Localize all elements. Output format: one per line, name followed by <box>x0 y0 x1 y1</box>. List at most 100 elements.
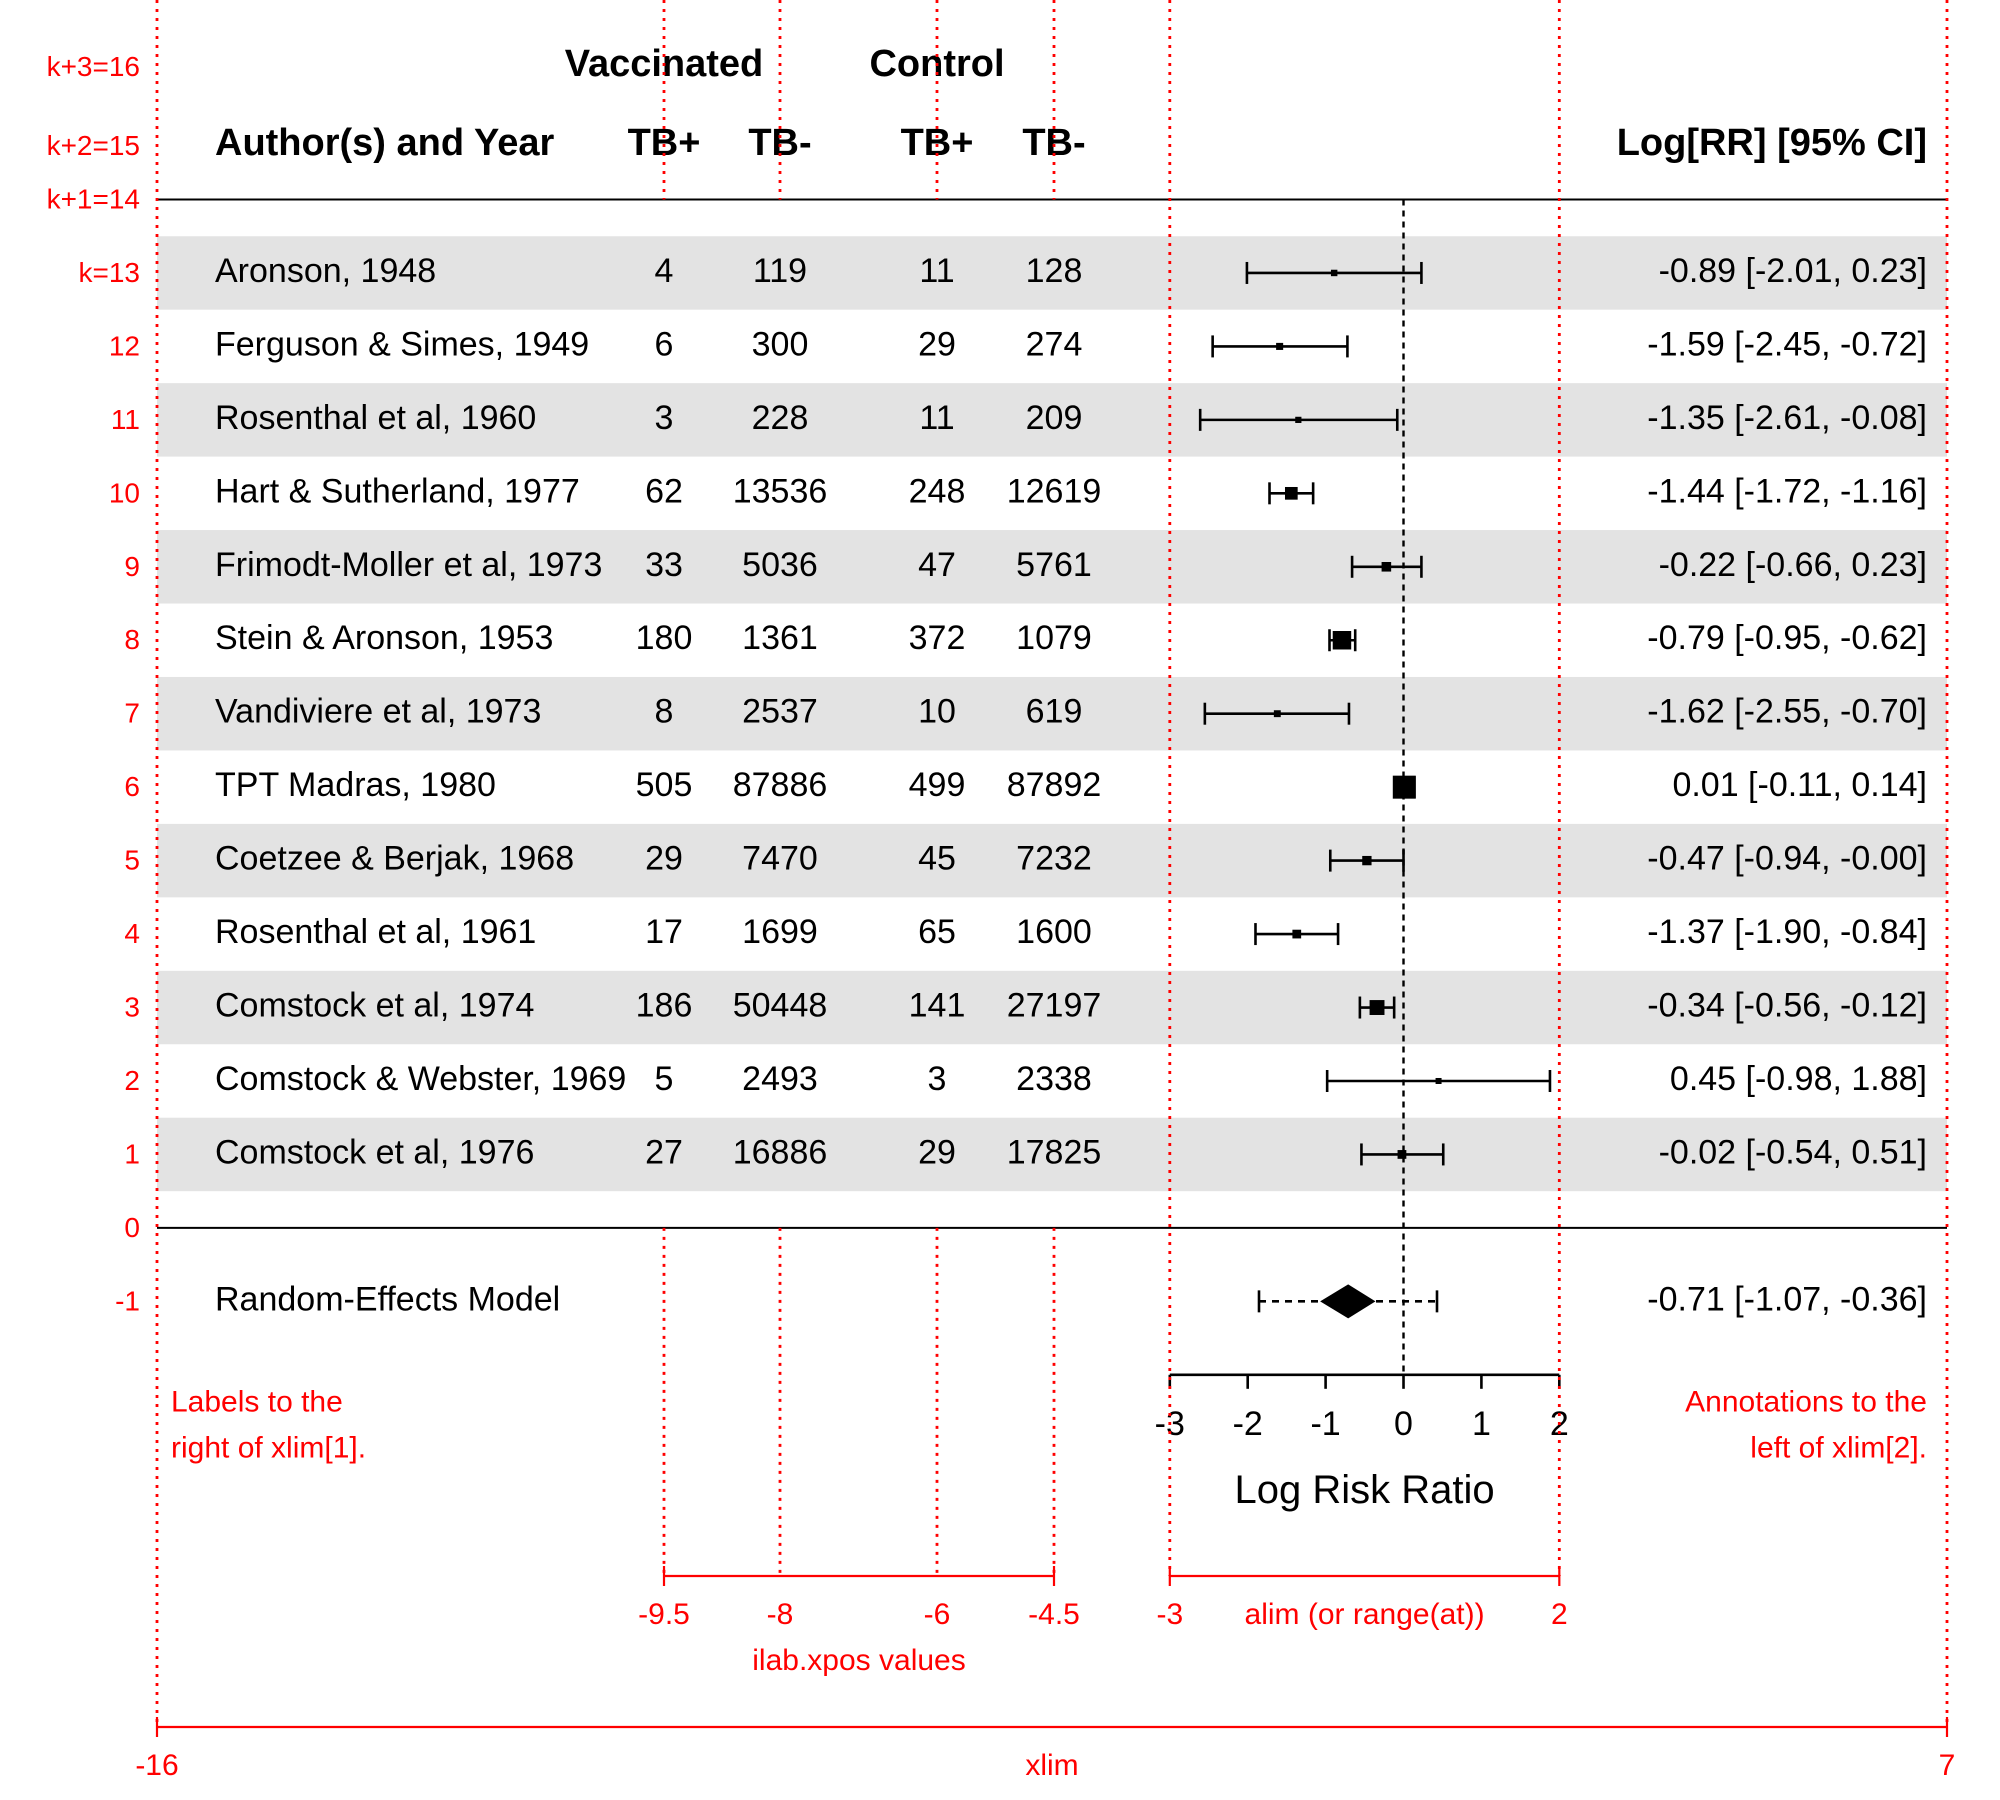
svg-text:Labels to the: Labels to the <box>171 1385 343 1418</box>
svg-text:-16: -16 <box>135 1749 178 1782</box>
svg-text:Log[RR] [95% CI]: Log[RR] [95% CI] <box>1617 122 1927 164</box>
svg-text:10: 10 <box>918 693 956 731</box>
svg-text:47: 47 <box>918 546 956 584</box>
svg-text:Hart & Sutherland, 1977: Hart & Sutherland, 1977 <box>215 472 580 510</box>
svg-text:xlim: xlim <box>1025 1749 1078 1782</box>
svg-text:-1.44 [-1.72, -1.16]: -1.44 [-1.72, -1.16] <box>1647 472 1927 510</box>
svg-text:499: 499 <box>909 766 966 804</box>
svg-text:619: 619 <box>1026 693 1083 731</box>
svg-text:274: 274 <box>1026 325 1083 363</box>
svg-text:k+1=14: k+1=14 <box>47 184 140 215</box>
svg-text:1699: 1699 <box>742 913 818 951</box>
svg-text:Log Risk Ratio: Log Risk Ratio <box>1234 1468 1494 1512</box>
svg-text:1600: 1600 <box>1016 913 1092 951</box>
svg-text:12: 12 <box>109 330 140 361</box>
svg-text:Ferguson & Simes, 1949: Ferguson & Simes, 1949 <box>215 325 589 363</box>
svg-text:8: 8 <box>655 693 674 731</box>
svg-text:-0.71 [-1.07, -0.36]: -0.71 [-1.07, -0.36] <box>1647 1280 1927 1318</box>
svg-text:0.01 [-0.11, 0.14]: 0.01 [-0.11, 0.14] <box>1672 766 1927 804</box>
svg-text:Rosenthal et al, 1961: Rosenthal et al, 1961 <box>215 913 536 951</box>
svg-text:-0.34 [-0.56, -0.12]: -0.34 [-0.56, -0.12] <box>1647 987 1927 1025</box>
svg-text:45: 45 <box>918 840 956 878</box>
svg-text:7470: 7470 <box>742 840 818 878</box>
svg-text:141: 141 <box>909 987 966 1025</box>
svg-text:6: 6 <box>124 771 140 802</box>
svg-text:Author(s) and Year: Author(s) and Year <box>215 122 554 164</box>
svg-text:8: 8 <box>124 624 140 655</box>
svg-text:12619: 12619 <box>1007 472 1102 510</box>
svg-text:left of xlim[2].: left of xlim[2]. <box>1750 1431 1927 1464</box>
svg-text:2338: 2338 <box>1016 1060 1092 1098</box>
svg-text:-0.02 [-0.54, 0.51]: -0.02 [-0.54, 0.51] <box>1659 1133 1927 1171</box>
svg-text:372: 372 <box>909 619 966 657</box>
svg-text:-3: -3 <box>1156 1598 1183 1631</box>
svg-text:-1.59 [-2.45, -0.72]: -1.59 [-2.45, -0.72] <box>1647 325 1927 363</box>
svg-text:4: 4 <box>124 918 140 949</box>
svg-text:11: 11 <box>919 399 954 437</box>
svg-text:-0.47 [-0.94, -0.00]: -0.47 [-0.94, -0.00] <box>1647 840 1927 878</box>
svg-text:1079: 1079 <box>1016 619 1092 657</box>
svg-text:Comstock & Webster, 1969: Comstock & Webster, 1969 <box>215 1060 626 1098</box>
svg-text:-6: -6 <box>924 1598 951 1631</box>
svg-text:300: 300 <box>752 325 809 363</box>
svg-text:7232: 7232 <box>1016 840 1092 878</box>
svg-text:0: 0 <box>124 1212 140 1243</box>
svg-text:2: 2 <box>124 1065 140 1096</box>
svg-text:-0.22 [-0.66, 0.23]: -0.22 [-0.66, 0.23] <box>1659 546 1927 584</box>
svg-text:-1: -1 <box>1310 1405 1340 1443</box>
svg-text:27197: 27197 <box>1007 987 1102 1025</box>
svg-text:33: 33 <box>645 546 683 584</box>
svg-text:65: 65 <box>918 913 956 951</box>
svg-text:3: 3 <box>928 1060 947 1098</box>
svg-text:Comstock et al, 1974: Comstock et al, 1974 <box>215 987 534 1025</box>
svg-text:180: 180 <box>636 619 693 657</box>
svg-text:29: 29 <box>918 1133 956 1171</box>
svg-text:-0.79 [-0.95, -0.62]: -0.79 [-0.95, -0.62] <box>1647 619 1927 657</box>
svg-text:-0.89 [-2.01, 0.23]: -0.89 [-2.01, 0.23] <box>1659 252 1927 290</box>
svg-text:505: 505 <box>636 766 693 804</box>
svg-text:1: 1 <box>124 1138 140 1169</box>
svg-text:Vandiviere et al, 1973: Vandiviere et al, 1973 <box>215 693 541 731</box>
svg-text:Aronson, 1948: Aronson, 1948 <box>215 252 436 290</box>
svg-text:Rosenthal et al, 1960: Rosenthal et al, 1960 <box>215 399 536 437</box>
svg-text:k+2=15: k+2=15 <box>47 130 140 161</box>
svg-text:87886: 87886 <box>733 766 828 804</box>
svg-text:0: 0 <box>1394 1405 1413 1443</box>
svg-text:right of xlim[1].: right of xlim[1]. <box>171 1431 366 1464</box>
svg-text:2493: 2493 <box>742 1060 818 1098</box>
svg-text:2537: 2537 <box>742 693 818 731</box>
svg-text:TPT Madras, 1980: TPT Madras, 1980 <box>215 766 496 804</box>
svg-text:Frimodt-Moller et al, 1973: Frimodt-Moller et al, 1973 <box>215 546 602 584</box>
svg-text:62: 62 <box>645 472 683 510</box>
svg-text:10: 10 <box>109 477 140 508</box>
svg-text:3: 3 <box>124 992 140 1023</box>
svg-text:Coetzee & Berjak, 1968: Coetzee & Berjak, 1968 <box>215 840 574 878</box>
svg-text:-4.5: -4.5 <box>1028 1598 1080 1631</box>
svg-text:-2: -2 <box>1233 1405 1263 1443</box>
svg-text:3: 3 <box>655 399 674 437</box>
svg-text:7: 7 <box>124 698 140 729</box>
svg-text:Comstock et al, 1976: Comstock et al, 1976 <box>215 1133 534 1171</box>
svg-text:11: 11 <box>919 252 954 290</box>
svg-text:1: 1 <box>1472 1405 1491 1443</box>
svg-text:5761: 5761 <box>1016 546 1092 584</box>
svg-text:209: 209 <box>1026 399 1083 437</box>
svg-text:1361: 1361 <box>742 619 818 657</box>
svg-text:17: 17 <box>645 913 683 951</box>
svg-text:16886: 16886 <box>733 1133 828 1171</box>
svg-text:Annotations to the: Annotations to the <box>1685 1385 1927 1418</box>
svg-text:-1.62 [-2.55, -0.70]: -1.62 [-2.55, -0.70] <box>1647 693 1927 731</box>
svg-text:29: 29 <box>645 840 683 878</box>
svg-text:-9.5: -9.5 <box>638 1598 690 1631</box>
svg-text:2: 2 <box>1551 1598 1568 1631</box>
svg-text:9: 9 <box>124 551 140 582</box>
svg-text:5: 5 <box>655 1060 674 1098</box>
svg-text:0.45 [-0.98, 1.88]: 0.45 [-0.98, 1.88] <box>1670 1060 1927 1098</box>
svg-text:186: 186 <box>636 987 693 1025</box>
svg-text:6: 6 <box>655 325 674 363</box>
svg-text:27: 27 <box>645 1133 683 1171</box>
svg-text:228: 228 <box>752 399 809 437</box>
svg-text:17825: 17825 <box>1007 1133 1102 1171</box>
svg-text:5036: 5036 <box>742 546 818 584</box>
svg-text:87892: 87892 <box>1007 766 1102 804</box>
